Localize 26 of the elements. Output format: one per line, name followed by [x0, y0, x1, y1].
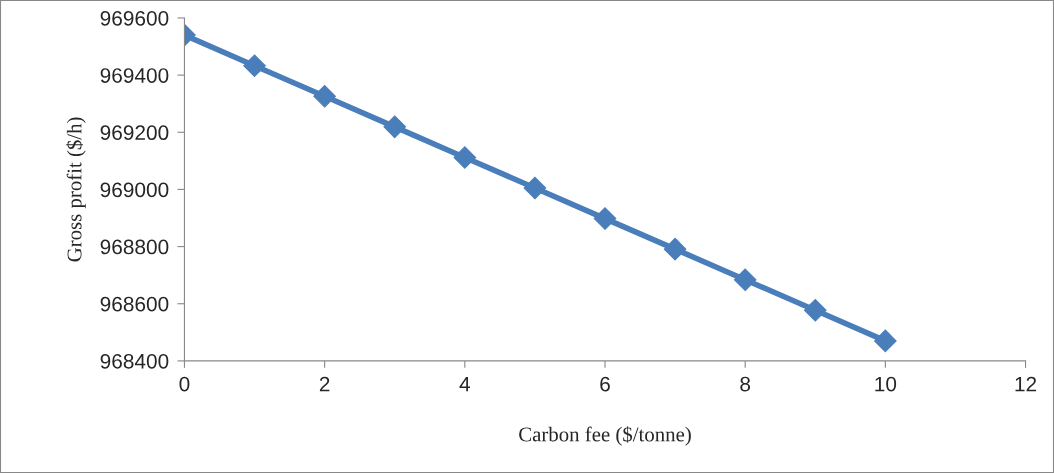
point [383, 115, 407, 139]
point [243, 54, 266, 78]
y-tick-label: 968600 [100, 296, 169, 312]
x-tick-label: 4 [459, 376, 470, 392]
x-tick-label: 12 [1015, 376, 1037, 392]
y-tick-label: 969400 [100, 68, 169, 83]
x-tick-label: 8 [740, 376, 751, 392]
point [733, 268, 757, 292]
x-tick-label: 0 [179, 376, 190, 392]
point [453, 146, 477, 169]
point [663, 237, 687, 261]
x-tick-label: 10 [875, 376, 897, 392]
y-tick-label: 968800 [100, 239, 169, 255]
point [593, 207, 617, 230]
x-axis-title: Carbon fee ($/tonne) [519, 426, 691, 446]
y-tick-label: 969200 [100, 125, 169, 141]
x-tick-label: 2 [319, 376, 330, 392]
x-tick-label: 6 [600, 376, 610, 392]
y-axis-title: Gross profit ($/h) [66, 117, 86, 262]
y-tick-label: 969600 [100, 10, 169, 26]
point [523, 176, 547, 200]
y-tick-label: 969000 [100, 182, 169, 198]
point [803, 299, 827, 322]
point [874, 329, 897, 353]
point [313, 84, 336, 108]
y-tick-label: 968400 [100, 353, 169, 369]
